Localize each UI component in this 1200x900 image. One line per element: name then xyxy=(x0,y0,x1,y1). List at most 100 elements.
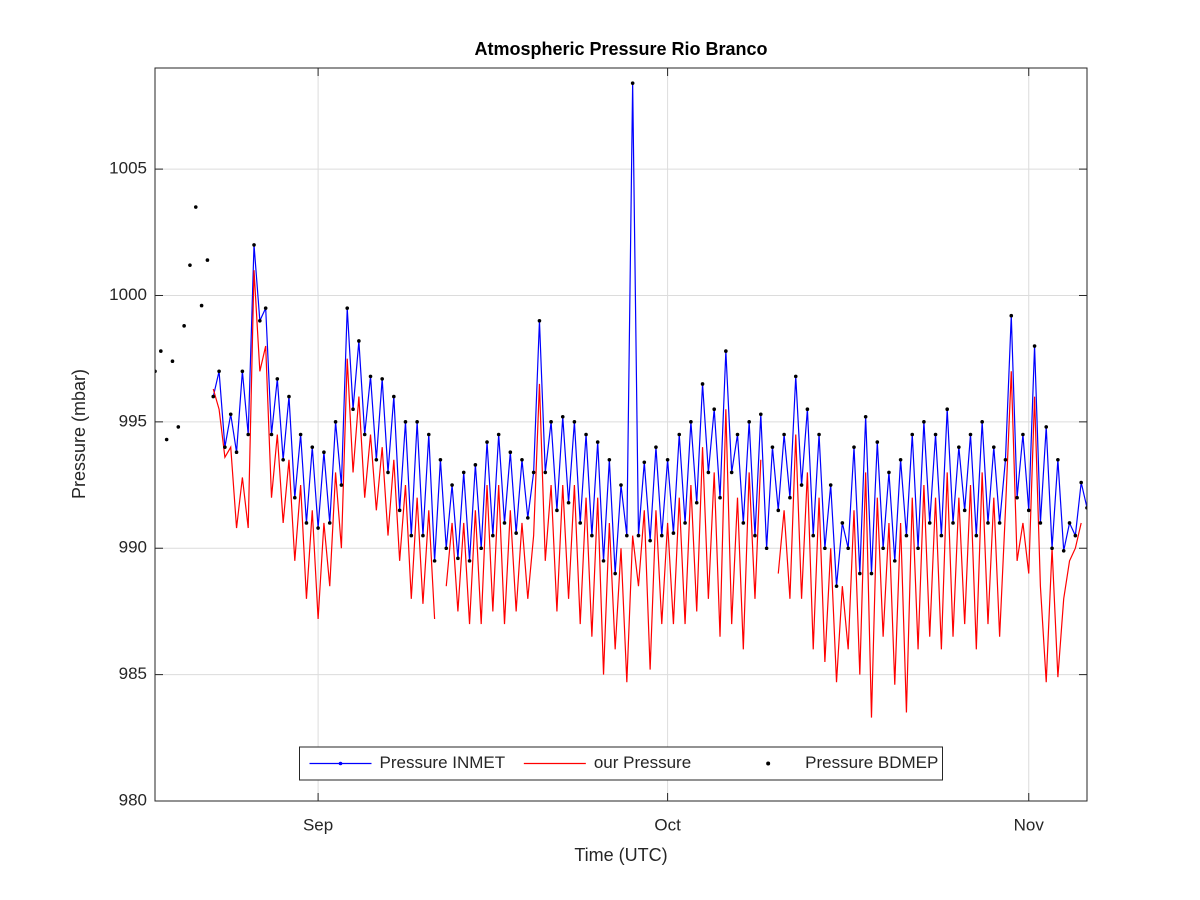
data-point xyxy=(537,318,542,323)
data-point xyxy=(980,420,984,424)
plot-frame xyxy=(154,67,1088,802)
data-point xyxy=(345,306,350,310)
data-point xyxy=(939,533,944,538)
data-point xyxy=(485,440,489,444)
series-line xyxy=(212,270,1082,718)
data-point xyxy=(374,457,379,462)
data-point xyxy=(770,445,775,449)
data-point xyxy=(444,546,449,551)
data-point xyxy=(933,432,938,437)
data-point xyxy=(164,437,169,442)
data-point xyxy=(333,420,338,424)
data-point xyxy=(357,339,361,343)
data-point xyxy=(863,415,868,419)
y-tick-label: 1005 xyxy=(109,159,147,178)
data-point xyxy=(508,450,513,454)
legend-label: Pressure INMET xyxy=(380,753,506,772)
data-point xyxy=(252,243,256,247)
data-point xyxy=(986,521,990,525)
data-point xyxy=(526,516,530,520)
data-point xyxy=(613,571,617,576)
data-point xyxy=(403,420,408,424)
data-point xyxy=(258,318,262,323)
y-tick-label: 995 xyxy=(119,411,147,430)
data-point xyxy=(426,432,431,437)
data-point xyxy=(1003,457,1008,462)
data-point xyxy=(724,349,728,353)
data-point xyxy=(817,432,821,437)
data-point xyxy=(642,460,647,465)
data-point xyxy=(788,495,792,500)
data-point xyxy=(1015,495,1019,500)
data-point xyxy=(665,457,670,462)
data-point xyxy=(461,470,466,475)
data-point xyxy=(514,531,518,535)
data-point xyxy=(560,415,565,419)
data-point xyxy=(456,556,460,561)
data-point xyxy=(176,425,181,429)
data-point xyxy=(927,521,932,525)
data-point xyxy=(368,374,373,379)
data-point xyxy=(473,463,478,467)
data-point xyxy=(840,521,845,525)
data-point xyxy=(607,457,612,462)
data-point xyxy=(968,432,973,437)
data-point xyxy=(386,470,390,475)
data-point xyxy=(578,521,583,525)
data-point xyxy=(1026,508,1031,513)
data-point xyxy=(293,495,297,500)
data-point xyxy=(263,306,268,310)
data-point xyxy=(298,432,303,437)
data-point xyxy=(793,374,798,379)
data-point xyxy=(852,445,856,449)
data-point xyxy=(846,546,850,551)
data-point xyxy=(491,533,495,538)
data-point xyxy=(677,432,682,437)
data-point xyxy=(625,533,629,538)
x-axis-label: Time (UTC) xyxy=(574,845,667,865)
data-point xyxy=(694,500,699,505)
data-point xyxy=(997,521,1002,525)
data-point xyxy=(415,420,419,424)
chart-title: Atmospheric Pressure Rio Branco xyxy=(474,39,767,59)
data-point xyxy=(409,533,414,538)
data-point xyxy=(322,450,326,454)
data-point xyxy=(182,324,186,328)
data-point xyxy=(205,258,210,262)
data-point xyxy=(741,521,746,525)
data-point xyxy=(887,470,891,475)
legend-label: our Pressure xyxy=(594,753,691,772)
data-point xyxy=(438,457,443,462)
data-point xyxy=(654,445,658,449)
data-point xyxy=(572,420,577,424)
data-point xyxy=(246,432,250,437)
legend-label: Pressure BDMEP xyxy=(805,753,938,772)
data-point xyxy=(217,369,221,374)
data-point xyxy=(799,483,804,487)
data-point xyxy=(549,420,553,424)
data-point xyxy=(351,407,355,412)
data-point xyxy=(304,521,309,525)
data-point xyxy=(327,521,332,525)
x-tick-label: Sep xyxy=(303,815,333,834)
data-point xyxy=(700,382,705,386)
data-point xyxy=(962,508,967,513)
data-point xyxy=(875,440,880,444)
data-point xyxy=(735,432,740,437)
data-point xyxy=(1067,521,1072,525)
data-point xyxy=(659,533,664,538)
data-point xyxy=(1009,313,1014,318)
data-point xyxy=(397,508,402,513)
data-point xyxy=(450,483,454,487)
data-point xyxy=(916,546,920,551)
data-point xyxy=(1073,533,1078,538)
data-point xyxy=(712,407,716,412)
data-point xyxy=(753,533,757,538)
data-point xyxy=(590,533,594,538)
data-point xyxy=(718,495,722,500)
data-point xyxy=(1021,432,1025,437)
data-point xyxy=(432,559,437,563)
data-point xyxy=(531,470,536,475)
data-point xyxy=(188,263,192,267)
